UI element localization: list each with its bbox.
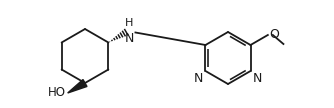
Text: N: N <box>125 33 134 45</box>
Text: O: O <box>269 28 279 40</box>
Polygon shape <box>68 79 87 93</box>
Text: N: N <box>194 72 203 85</box>
Text: HO: HO <box>48 87 66 99</box>
Text: H: H <box>125 18 134 28</box>
Text: N: N <box>253 72 262 85</box>
